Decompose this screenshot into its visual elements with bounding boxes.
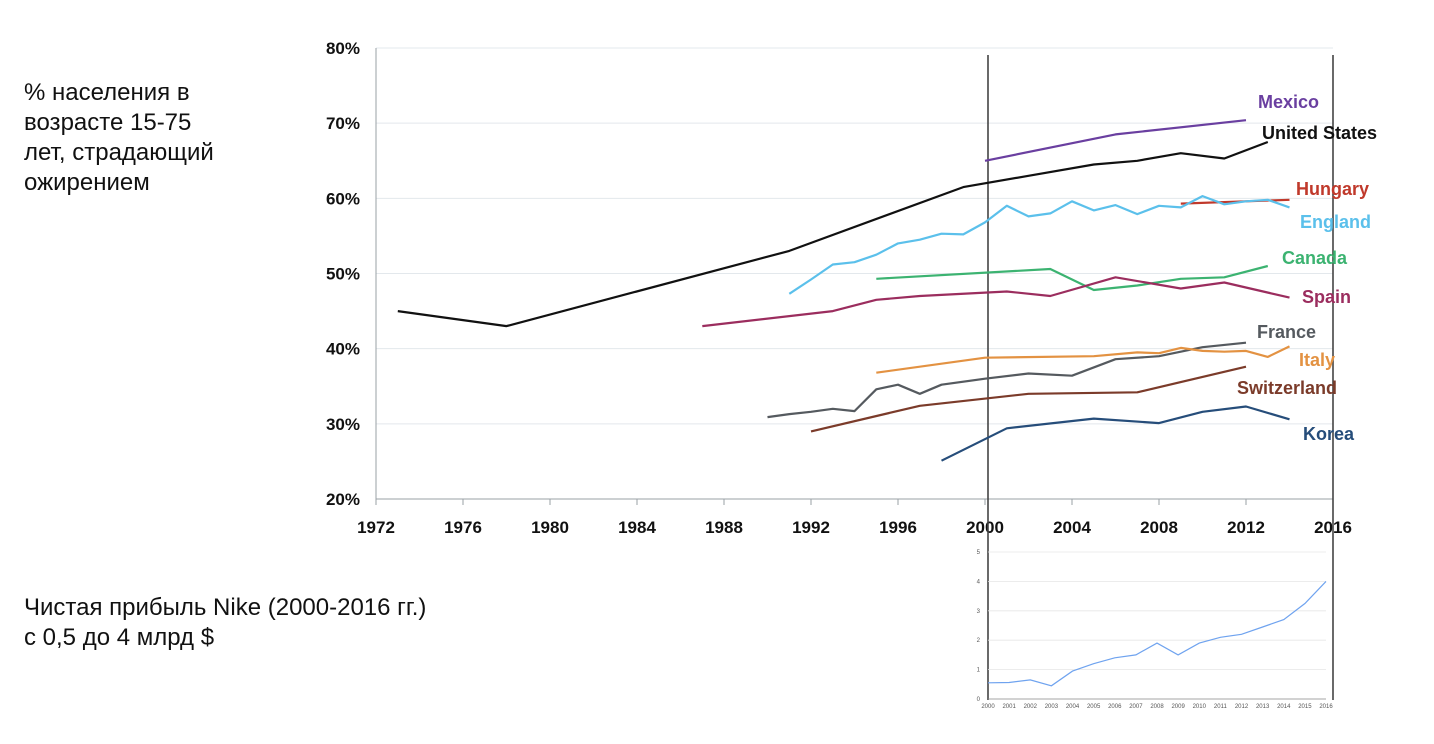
mini-x-tick-label: 2013 [1256, 704, 1270, 710]
series-line-korea [941, 405, 1290, 462]
caption-line: лет, страдающий [24, 139, 214, 166]
mini-y-tick-label: 1 [977, 668, 981, 674]
series-label: Mexico [1258, 92, 1319, 112]
series-label: United States [1262, 123, 1377, 143]
nike-chart-caption: Чистая прибыль Nike (2000-2016 гг.) с 0,… [24, 593, 584, 653]
nike-net-income-chart: 0 1 2 3 4 5 2000 2001 2002 2003 2004 2005 2006 2007 20… [977, 550, 1334, 710]
x-tick-label: 1976 [444, 518, 482, 537]
series-label: Canada [1282, 248, 1348, 268]
mini-x-tick-label: 2009 [1171, 704, 1185, 710]
series-label: France [1257, 322, 1316, 342]
mini-x-tick-label: 2011 [1214, 704, 1228, 710]
x-tick-label: 2004 [1053, 518, 1091, 537]
x-tick-label: 2000 [966, 518, 1004, 537]
series-line-france [767, 341, 1247, 419]
series-line-italy [876, 345, 1290, 374]
x-tick-label: 1980 [531, 518, 569, 537]
caption-line: Чистая прибыль Nike (2000-2016 гг.) [24, 594, 427, 621]
series-label: Switzerland [1237, 378, 1337, 398]
mini-x-tick-label: 2010 [1193, 704, 1207, 710]
series-label: Italy [1299, 350, 1335, 370]
obesity-line-chart: 20% 30% 40% 50% 60% 70% 80% 1972 1976 1980 1984 198… [326, 39, 1377, 700]
mini-x-tick-label: 2012 [1235, 704, 1249, 710]
x-tick-label: 2008 [1140, 518, 1178, 537]
mini-series-line [987, 580, 1327, 687]
mini-x-tick-label: 2014 [1277, 704, 1291, 710]
series-line-spain [702, 276, 1290, 328]
x-tick-label: 2012 [1227, 518, 1265, 537]
y-tick-label: 60% [326, 189, 360, 208]
mini-x-tick-label: 2008 [1150, 704, 1164, 710]
y-tick-label: 50% [326, 265, 360, 284]
x-tick-label: 1992 [792, 518, 830, 537]
mini-x-tick-label: 2002 [1024, 704, 1038, 710]
mini-x-tick-label: 2000 [981, 704, 995, 710]
mini-y-tick-label: 0 [977, 697, 981, 703]
y-tick-label: 80% [326, 39, 360, 58]
series-line-switzerland [810, 365, 1247, 433]
caption-line: % населения в [24, 79, 190, 106]
series-line-england [788, 195, 1290, 295]
series-label: Spain [1302, 287, 1351, 307]
series-line-canada [876, 264, 1269, 292]
series-line-united-states [397, 140, 1269, 328]
series-line-mexico [984, 119, 1247, 162]
caption-line: ожирением [24, 169, 150, 196]
x-tick-label: 1996 [879, 518, 917, 537]
mini-x-tick-label: 2006 [1108, 704, 1122, 710]
mini-x-tick-label: 2004 [1066, 704, 1080, 710]
mini-y-tick-label: 5 [977, 550, 981, 556]
mini-x-tick-label: 2001 [1002, 704, 1016, 710]
y-tick-label: 30% [326, 415, 360, 434]
mini-y-tick-label: 3 [977, 609, 981, 615]
y-tick-label: 70% [326, 114, 360, 133]
mini-y-tick-label: 4 [977, 579, 981, 585]
mini-x-tick-label: 2005 [1087, 704, 1101, 710]
mini-x-tick-label: 2007 [1129, 704, 1143, 710]
x-tick-label: 1972 [357, 518, 395, 537]
series-label: England [1300, 212, 1371, 232]
x-tick-label: 1984 [618, 518, 656, 537]
mini-x-tick-label: 2016 [1319, 704, 1333, 710]
y-tick-label: 20% [326, 490, 360, 509]
series-label: Korea [1303, 424, 1355, 444]
x-tick-label: 1988 [705, 518, 743, 537]
caption-line: возрасте 15-75 [24, 109, 192, 136]
mini-y-tick-label: 2 [977, 638, 981, 644]
mini-x-tick-label: 2015 [1298, 704, 1312, 710]
caption-line: с 0,5 до 4 млрд $ [24, 624, 215, 651]
mini-x-tick-label: 2003 [1045, 704, 1059, 710]
obesity-chart-caption: % населения в возрасте 15-75 лет, страда… [24, 78, 324, 198]
series-label: Hungary [1296, 179, 1369, 199]
y-tick-label: 40% [326, 340, 360, 359]
